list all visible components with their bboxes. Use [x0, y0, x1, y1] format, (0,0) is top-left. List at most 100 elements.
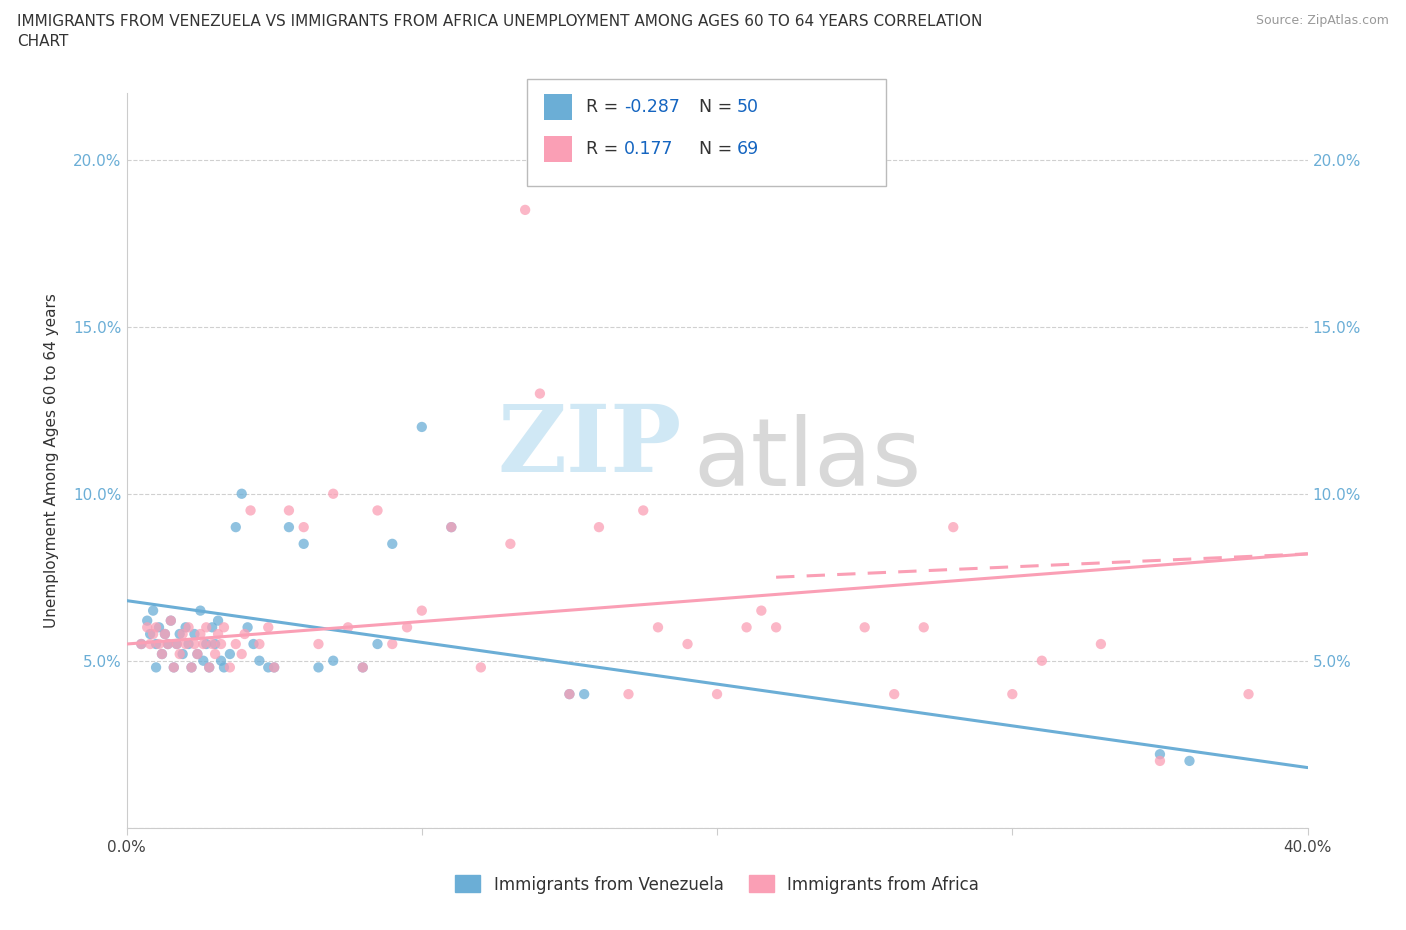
Point — [381, 537, 404, 551]
Point — [278, 503, 301, 518]
Point — [647, 620, 669, 635]
Point — [180, 660, 202, 675]
Point — [1178, 753, 1201, 768]
Point — [308, 637, 330, 652]
Point — [177, 637, 200, 652]
Point — [499, 537, 522, 551]
Point — [231, 646, 253, 661]
Point — [142, 604, 165, 618]
Point — [853, 620, 876, 635]
Point — [278, 520, 301, 535]
Point — [676, 637, 699, 652]
Point — [263, 660, 285, 675]
Point — [160, 613, 183, 628]
Legend: Immigrants from Venezuela, Immigrants from Africa: Immigrants from Venezuela, Immigrants fr… — [449, 869, 986, 900]
Point — [236, 620, 259, 635]
Point — [411, 604, 433, 618]
Point — [172, 627, 194, 642]
Point — [188, 604, 212, 618]
Point — [883, 686, 905, 701]
Point — [183, 637, 205, 652]
Point — [219, 660, 242, 675]
Point — [574, 686, 596, 701]
Point — [292, 520, 315, 535]
Point — [201, 637, 224, 652]
Point — [529, 386, 551, 401]
Point — [145, 620, 167, 635]
Point — [156, 637, 179, 652]
Point — [163, 660, 186, 675]
Point — [367, 637, 389, 652]
Point — [174, 637, 197, 652]
Point — [201, 620, 224, 635]
Point — [207, 627, 229, 642]
Point — [169, 627, 191, 642]
Point — [198, 660, 221, 675]
Point — [352, 660, 374, 675]
Point — [136, 613, 159, 628]
Point — [209, 653, 232, 668]
Point — [150, 646, 173, 661]
Point — [169, 646, 191, 661]
Point — [172, 646, 194, 661]
Point — [212, 660, 235, 675]
Text: ZIP: ZIP — [498, 401, 682, 491]
Point — [174, 620, 197, 635]
Point — [186, 646, 208, 661]
Point — [367, 503, 389, 518]
Point — [129, 637, 153, 652]
Point — [558, 686, 581, 701]
Point — [1001, 686, 1024, 701]
Point — [204, 646, 226, 661]
Text: -0.287: -0.287 — [624, 98, 681, 116]
Point — [440, 520, 463, 535]
Point — [153, 627, 176, 642]
Point — [440, 520, 463, 535]
Point — [207, 613, 229, 628]
Point — [1090, 637, 1112, 652]
Point — [153, 627, 176, 642]
Point — [751, 604, 773, 618]
Point — [225, 520, 247, 535]
Text: R =: R = — [586, 140, 630, 158]
Point — [166, 637, 188, 652]
Point — [1149, 753, 1171, 768]
Point — [470, 660, 492, 675]
Point — [160, 613, 183, 628]
Point — [257, 620, 280, 635]
Point — [193, 653, 215, 668]
Point — [765, 620, 787, 635]
Point — [322, 653, 344, 668]
Point — [633, 503, 655, 518]
Point — [396, 620, 419, 635]
Point — [195, 637, 218, 652]
Point — [188, 627, 212, 642]
Point — [142, 627, 165, 642]
Text: R =: R = — [586, 98, 624, 116]
Point — [145, 660, 167, 675]
Point — [204, 637, 226, 652]
Point — [617, 686, 640, 701]
Text: N =: N = — [699, 98, 738, 116]
Point — [139, 627, 162, 642]
Point — [411, 419, 433, 434]
Point — [735, 620, 758, 635]
Text: N =: N = — [699, 140, 738, 158]
Text: 69: 69 — [737, 140, 759, 158]
Text: 50: 50 — [737, 98, 759, 116]
Point — [381, 637, 404, 652]
Text: Source: ZipAtlas.com: Source: ZipAtlas.com — [1256, 14, 1389, 27]
Point — [1149, 747, 1171, 762]
Point — [322, 486, 344, 501]
Y-axis label: Unemployment Among Ages 60 to 64 years: Unemployment Among Ages 60 to 64 years — [45, 293, 59, 628]
Point — [242, 637, 264, 652]
Point — [148, 637, 170, 652]
Point — [193, 637, 215, 652]
Point — [129, 637, 153, 652]
Point — [156, 637, 179, 652]
Point — [352, 660, 374, 675]
Text: atlas: atlas — [693, 415, 922, 506]
Point — [308, 660, 330, 675]
Point — [233, 627, 256, 642]
Text: 0.177: 0.177 — [624, 140, 673, 158]
